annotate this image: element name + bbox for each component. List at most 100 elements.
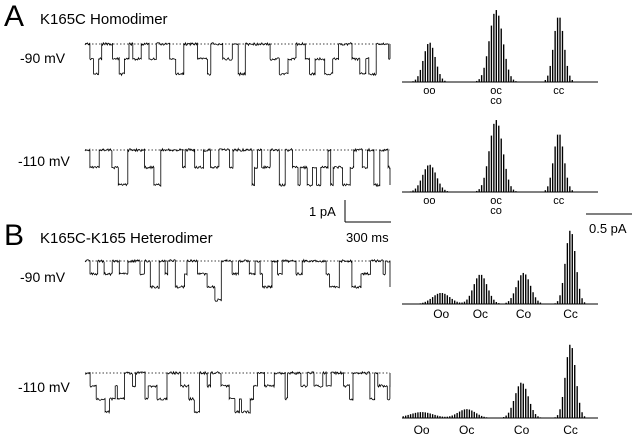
histogram-bar bbox=[547, 186, 549, 192]
panel-title-a: K165C Homodimer bbox=[40, 11, 168, 28]
histogram-bar bbox=[493, 123, 495, 192]
histogram-bar bbox=[404, 415, 407, 418]
histogram-bar bbox=[549, 177, 551, 192]
histogram-bar bbox=[559, 134, 561, 192]
histogram-bar bbox=[561, 146, 564, 192]
histogram-bar bbox=[495, 301, 498, 304]
histogram-bar bbox=[434, 295, 436, 304]
histogram-bar bbox=[551, 163, 554, 192]
histogram-bar bbox=[502, 154, 505, 192]
trace-line bbox=[84, 147, 391, 188]
histogram-bar bbox=[429, 298, 431, 304]
histogram-bar bbox=[554, 146, 556, 192]
histogram-bar bbox=[510, 186, 512, 192]
histogram-bar bbox=[532, 410, 534, 418]
histogram-bar bbox=[571, 234, 573, 304]
peak-labels: Oo Oc Co Cc bbox=[414, 423, 578, 437]
histogram-bar bbox=[554, 417, 556, 418]
histogram-bar bbox=[480, 415, 483, 418]
histogram-bar bbox=[424, 51, 426, 82]
histogram-bar bbox=[446, 191, 449, 192]
histogram-bar bbox=[515, 81, 517, 82]
histogram-bar bbox=[431, 414, 434, 418]
histogram-bar bbox=[429, 42, 431, 82]
panel-title-b: K165C-K165 Heterodimer bbox=[40, 230, 213, 247]
histogram-bar bbox=[419, 412, 422, 418]
trace-line bbox=[84, 41, 391, 77]
histogram-bar bbox=[451, 415, 453, 418]
histogram-bar bbox=[463, 409, 466, 418]
trace-line bbox=[84, 258, 391, 302]
histogram-bar bbox=[556, 301, 559, 304]
histogram-bar bbox=[461, 302, 463, 304]
histogram-bar bbox=[527, 396, 529, 418]
histogram-bar bbox=[417, 76, 419, 82]
histogram-bar bbox=[412, 190, 414, 192]
histogram-bar bbox=[478, 414, 480, 418]
histogram-bar bbox=[402, 416, 404, 418]
histogram-bar bbox=[483, 67, 485, 82]
histogram-bar bbox=[407, 414, 409, 418]
histogram-bar bbox=[554, 30, 556, 82]
histogram-bar bbox=[478, 274, 480, 304]
histogram-bar bbox=[539, 302, 542, 304]
histogram-bar bbox=[488, 290, 490, 304]
histogram-bar bbox=[537, 300, 539, 304]
histogram-bar bbox=[409, 191, 412, 192]
histogram-bar bbox=[559, 17, 561, 82]
histogram-bar bbox=[427, 165, 429, 192]
peak-label: Oo bbox=[414, 423, 430, 437]
histogram-bar bbox=[522, 272, 524, 304]
histogram-bar bbox=[512, 189, 515, 192]
histogram-bar bbox=[483, 416, 485, 418]
histogram-bar bbox=[578, 288, 581, 304]
histogram-bar bbox=[480, 185, 483, 192]
histogram-bar bbox=[441, 416, 444, 418]
voltage-label-b1: -90 mV bbox=[20, 269, 66, 285]
histogram-bar bbox=[441, 187, 444, 192]
histogram-bar bbox=[419, 180, 422, 192]
histogram-bar bbox=[480, 75, 483, 82]
histogram-bar bbox=[422, 174, 424, 192]
histogram-bar bbox=[500, 28, 502, 83]
current-trace bbox=[84, 370, 391, 415]
histogram-bar bbox=[439, 74, 441, 82]
histogram-bar bbox=[525, 274, 527, 304]
histogram-bar bbox=[554, 303, 556, 304]
histogram-bar bbox=[556, 17, 559, 82]
histogram-bar bbox=[483, 278, 485, 304]
histogram-bar bbox=[468, 295, 471, 304]
histogram-bar bbox=[529, 285, 532, 304]
histogram-bar bbox=[412, 413, 414, 418]
histogram-bar bbox=[566, 65, 569, 82]
histogram-bar bbox=[434, 56, 436, 82]
histogram-bar bbox=[434, 172, 436, 192]
histogram-bar bbox=[488, 151, 490, 192]
histogram-bar bbox=[422, 60, 424, 82]
histogram-bar bbox=[444, 293, 446, 304]
histogram-bar bbox=[520, 275, 522, 304]
amplitude-histogram bbox=[402, 230, 598, 305]
histogram-bar bbox=[510, 76, 512, 82]
peak-label: Co bbox=[516, 307, 532, 321]
histogram-bar bbox=[463, 301, 466, 304]
histogram-bar bbox=[446, 295, 449, 304]
histogram-bar bbox=[564, 163, 566, 192]
histogram-bar bbox=[520, 382, 522, 418]
histogram-bar bbox=[431, 167, 434, 192]
histogram-bar bbox=[559, 295, 561, 304]
histogram-bar bbox=[517, 280, 520, 304]
histogram-bar bbox=[498, 125, 500, 192]
histogram-bar bbox=[471, 290, 473, 304]
histogram-bar bbox=[446, 416, 449, 418]
histogram-bar bbox=[427, 44, 429, 82]
amplitude-histogram bbox=[402, 120, 598, 193]
histogram-bar bbox=[502, 44, 505, 82]
histogram-bar bbox=[522, 383, 524, 418]
histogram-bar bbox=[444, 80, 446, 82]
histogram-bar bbox=[507, 301, 510, 304]
histogram-bar bbox=[569, 344, 571, 418]
voltage-label-a2: -110 mV bbox=[18, 153, 71, 169]
histogram-bar bbox=[473, 411, 475, 418]
